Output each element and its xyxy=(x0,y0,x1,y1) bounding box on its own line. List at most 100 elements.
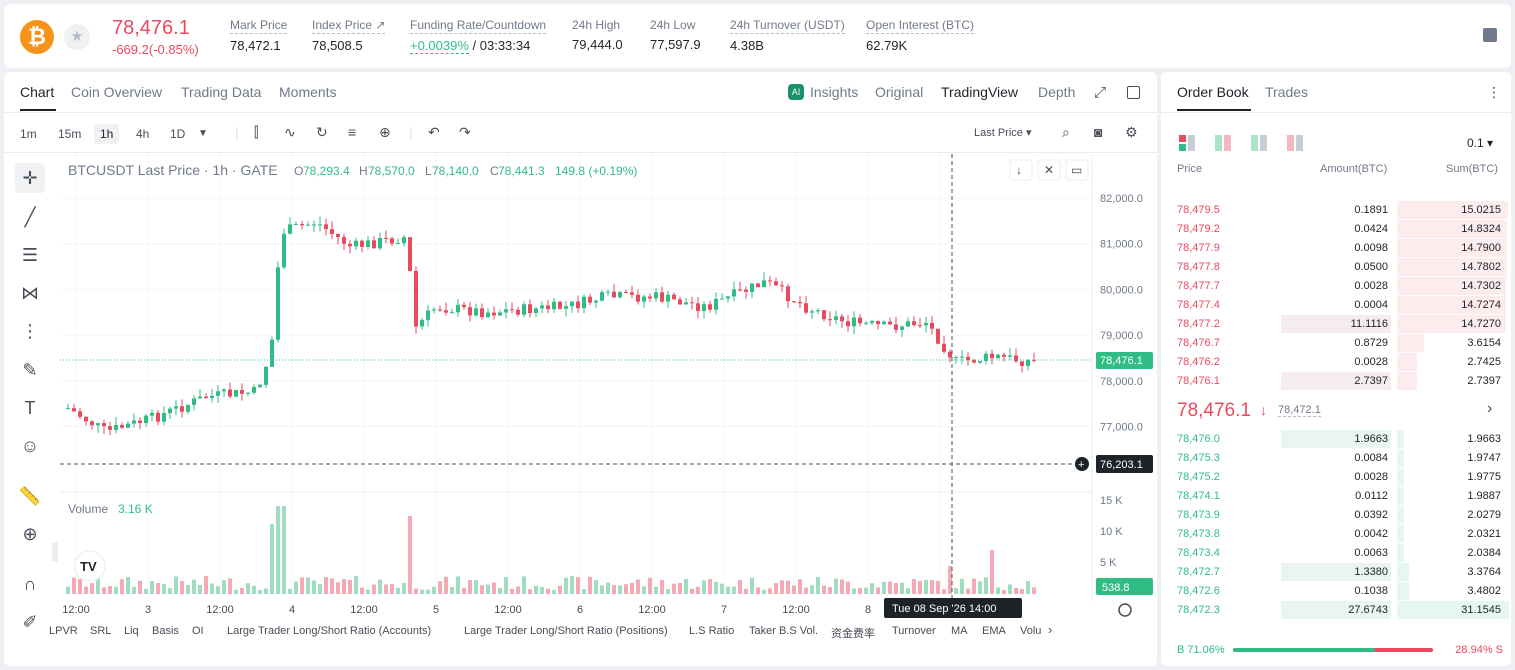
price-type-select[interactable]: Last Price ▾ xyxy=(974,127,1032,139)
chevron-right-icon[interactable]: › xyxy=(1487,400,1493,417)
indicator-funding-rate[interactable]: 资金费率 xyxy=(831,628,875,640)
indicator-lpvr[interactable]: LPVR xyxy=(49,625,78,637)
bid-row[interactable]: 78,473.9 0.0392 2.0279 xyxy=(1161,506,1511,525)
magnet-icon[interactable]: ∩ xyxy=(23,574,37,594)
undo-icon[interactable]: ↶ xyxy=(428,124,440,140)
ask-row[interactable]: 78,476.7 0.8729 3.6154 xyxy=(1161,334,1511,353)
prediction-tool-icon[interactable]: ⋮ xyxy=(21,321,39,341)
tab-original[interactable]: Original xyxy=(875,84,924,100)
volume-bar xyxy=(348,579,352,594)
replay-icon[interactable]: ↻ xyxy=(316,124,328,140)
bid-row[interactable]: 78,472.3 27.6743 31.1545 xyxy=(1161,601,1511,620)
ask-row[interactable]: 78,476.1 2.7397 2.7397 xyxy=(1161,372,1511,391)
stat-index-price[interactable]: Index Price ↗ 78,508.5 xyxy=(312,18,386,53)
bid-row[interactable]: 78,474.1 0.0112 1.9887 xyxy=(1161,487,1511,506)
timeframe-4h[interactable]: 4h xyxy=(136,127,150,141)
timeframe-15m[interactable]: 15m xyxy=(58,127,82,141)
bid-row[interactable]: 78,475.3 0.0084 1.9747 xyxy=(1161,449,1511,468)
window-icon[interactable] xyxy=(1127,86,1140,99)
brush-tool-icon[interactable]: ✎ xyxy=(22,360,38,380)
book-icon[interactable] xyxy=(1483,28,1497,42)
gear-icon[interactable]: ⚙ xyxy=(1125,124,1138,140)
chevron-down-icon[interactable]: ▼ xyxy=(198,128,208,139)
layout-both-icon[interactable] xyxy=(1179,135,1195,151)
ask-row[interactable]: 78,476.2 0.0028 2.7425 xyxy=(1161,353,1511,372)
bid-row[interactable]: 78,476.0 1.9663 1.9663 xyxy=(1161,430,1511,449)
expand-icon[interactable]: ⤢ xyxy=(1094,84,1107,101)
redo-icon[interactable]: ↷ xyxy=(459,124,471,140)
candlestick-chart[interactable]: 82,000.0 81,000.0 80,000.0 79,000.0 78,000.0… xyxy=(4,72,1157,666)
indicator-ema[interactable]: EMA xyxy=(982,625,1006,637)
tradingview-logo-icon[interactable] xyxy=(74,550,106,582)
sidebar-collapse-handle[interactable] xyxy=(52,542,58,562)
indicator-turnover[interactable]: Turnover xyxy=(892,625,936,637)
indicator-volume[interactable]: Volu xyxy=(1020,625,1042,637)
indicator-basis[interactable]: Basis xyxy=(152,625,179,637)
bid-row[interactable]: 78,473.8 0.0042 2.0321 xyxy=(1161,525,1511,544)
tab-depth[interactable]: Depth xyxy=(1038,84,1076,100)
tab-insights[interactable]: Insights xyxy=(810,84,859,100)
price-tick: 77,000.0 xyxy=(1100,422,1143,434)
templates-icon[interactable]: ≡ xyxy=(348,124,357,140)
ask-row[interactable]: 78,477.4 0.0004 14.7274 xyxy=(1161,296,1511,315)
bid-row[interactable]: 78,472.6 0.1038 3.4802 xyxy=(1161,582,1511,601)
fib-tool-icon[interactable]: ☰ xyxy=(21,245,39,265)
layout-bids-icon[interactable] xyxy=(1251,135,1267,151)
lock-drawing-icon[interactable]: ✐ xyxy=(22,612,38,632)
tab-tradingview[interactable]: TradingView xyxy=(941,84,1019,100)
search-icon[interactable]: ⌕ xyxy=(1062,124,1070,140)
add-alert-icon[interactable] xyxy=(1075,457,1089,471)
ask-row[interactable]: 78,479.5 0.1891 15.0215 xyxy=(1161,201,1511,220)
indicator-lt-ratio-accounts[interactable]: Large Trader Long/Short Ratio (Accounts) xyxy=(227,625,432,637)
indicator-ma[interactable]: MA xyxy=(951,625,968,637)
bid-row[interactable]: 78,472.7 1.3380 3.3764 xyxy=(1161,563,1511,582)
ask-row[interactable]: 78,477.8 0.0500 14.7802 xyxy=(1161,258,1511,277)
indicators-icon[interactable]: ∿ xyxy=(284,124,296,140)
tab-chart[interactable]: Chart xyxy=(20,84,55,100)
chevron-right-icon[interactable]: › xyxy=(1048,622,1053,637)
ask-row[interactable]: 78,479.2 0.0424 14.8324 xyxy=(1161,220,1511,239)
indicator-lt-ratio-positions[interactable]: Large Trader Long/Short Ratio (Positions… xyxy=(464,625,668,637)
collapse-button[interactable] xyxy=(1037,159,1061,181)
timeframe-1d[interactable]: 1D xyxy=(170,127,186,141)
volume-bar xyxy=(804,587,808,594)
indicator-ls-ratio[interactable]: L.S Ratio xyxy=(689,625,735,637)
tab-coin-overview[interactable]: Coin Overview xyxy=(71,84,163,100)
indicator-oi[interactable]: OI xyxy=(192,625,204,637)
bid-row[interactable]: 78,475.2 0.0028 1.9775 xyxy=(1161,468,1511,487)
timeframe-1m[interactable]: 1m xyxy=(20,127,37,141)
bid-row[interactable]: 78,473.4 0.0063 2.0384 xyxy=(1161,544,1511,563)
layout-asks-icon[interactable] xyxy=(1287,135,1303,151)
pattern-tool-icon[interactable]: ⋈ xyxy=(21,283,39,303)
ask-row[interactable]: 78,477.9 0.0098 14.7900 xyxy=(1161,239,1511,258)
more-icon[interactable]: ⋮ xyxy=(1487,84,1501,100)
precision-select[interactable]: 0.1 ▾ xyxy=(1467,136,1494,150)
indicator-srl[interactable]: SRL xyxy=(90,625,112,637)
favorite-star-icon[interactable]: ★ xyxy=(64,24,90,50)
add-indicator-icon[interactable]: ⊕ xyxy=(379,124,391,140)
trendline-tool-icon[interactable]: ╱ xyxy=(24,207,36,227)
indicator-liq[interactable]: Liq xyxy=(124,625,139,637)
text-tool-icon[interactable]: T xyxy=(24,398,36,418)
maximize-button[interactable] xyxy=(1065,159,1089,181)
ruler-tool-icon[interactable]: 📏 xyxy=(18,486,42,506)
stat-value: 62.79K xyxy=(866,38,908,53)
tab-moments[interactable]: Moments xyxy=(279,84,337,100)
tab-order-book[interactable]: Order Book xyxy=(1177,84,1249,100)
zoom-in-icon[interactable]: ⊕ xyxy=(22,524,38,544)
ask-row[interactable]: 78,477.7 0.0028 14.7302 xyxy=(1161,277,1511,296)
sum-depth-bar xyxy=(1397,563,1410,581)
ask-row[interactable]: 78,477.2 11.1116 14.7270 xyxy=(1161,315,1511,334)
layout-split-icon[interactable] xyxy=(1215,135,1231,151)
crosshair-tool-icon[interactable]: ✛ xyxy=(15,163,45,193)
emoji-tool-icon[interactable]: ☺ xyxy=(20,436,40,456)
scroll-down-button[interactable] xyxy=(1009,159,1033,181)
indicator-taker-vol[interactable]: Taker B.S Vol. xyxy=(749,625,819,637)
candles-icon[interactable]: ⫿ xyxy=(254,124,259,140)
timeframe-1h[interactable]: 1h xyxy=(94,124,120,144)
volume-bar xyxy=(270,524,274,594)
settings-icon[interactable] xyxy=(1118,603,1132,617)
tab-trades[interactable]: Trades xyxy=(1265,84,1309,100)
camera-icon[interactable]: ◙ xyxy=(1094,124,1103,140)
tab-trading-data[interactable]: Trading Data xyxy=(181,84,262,100)
